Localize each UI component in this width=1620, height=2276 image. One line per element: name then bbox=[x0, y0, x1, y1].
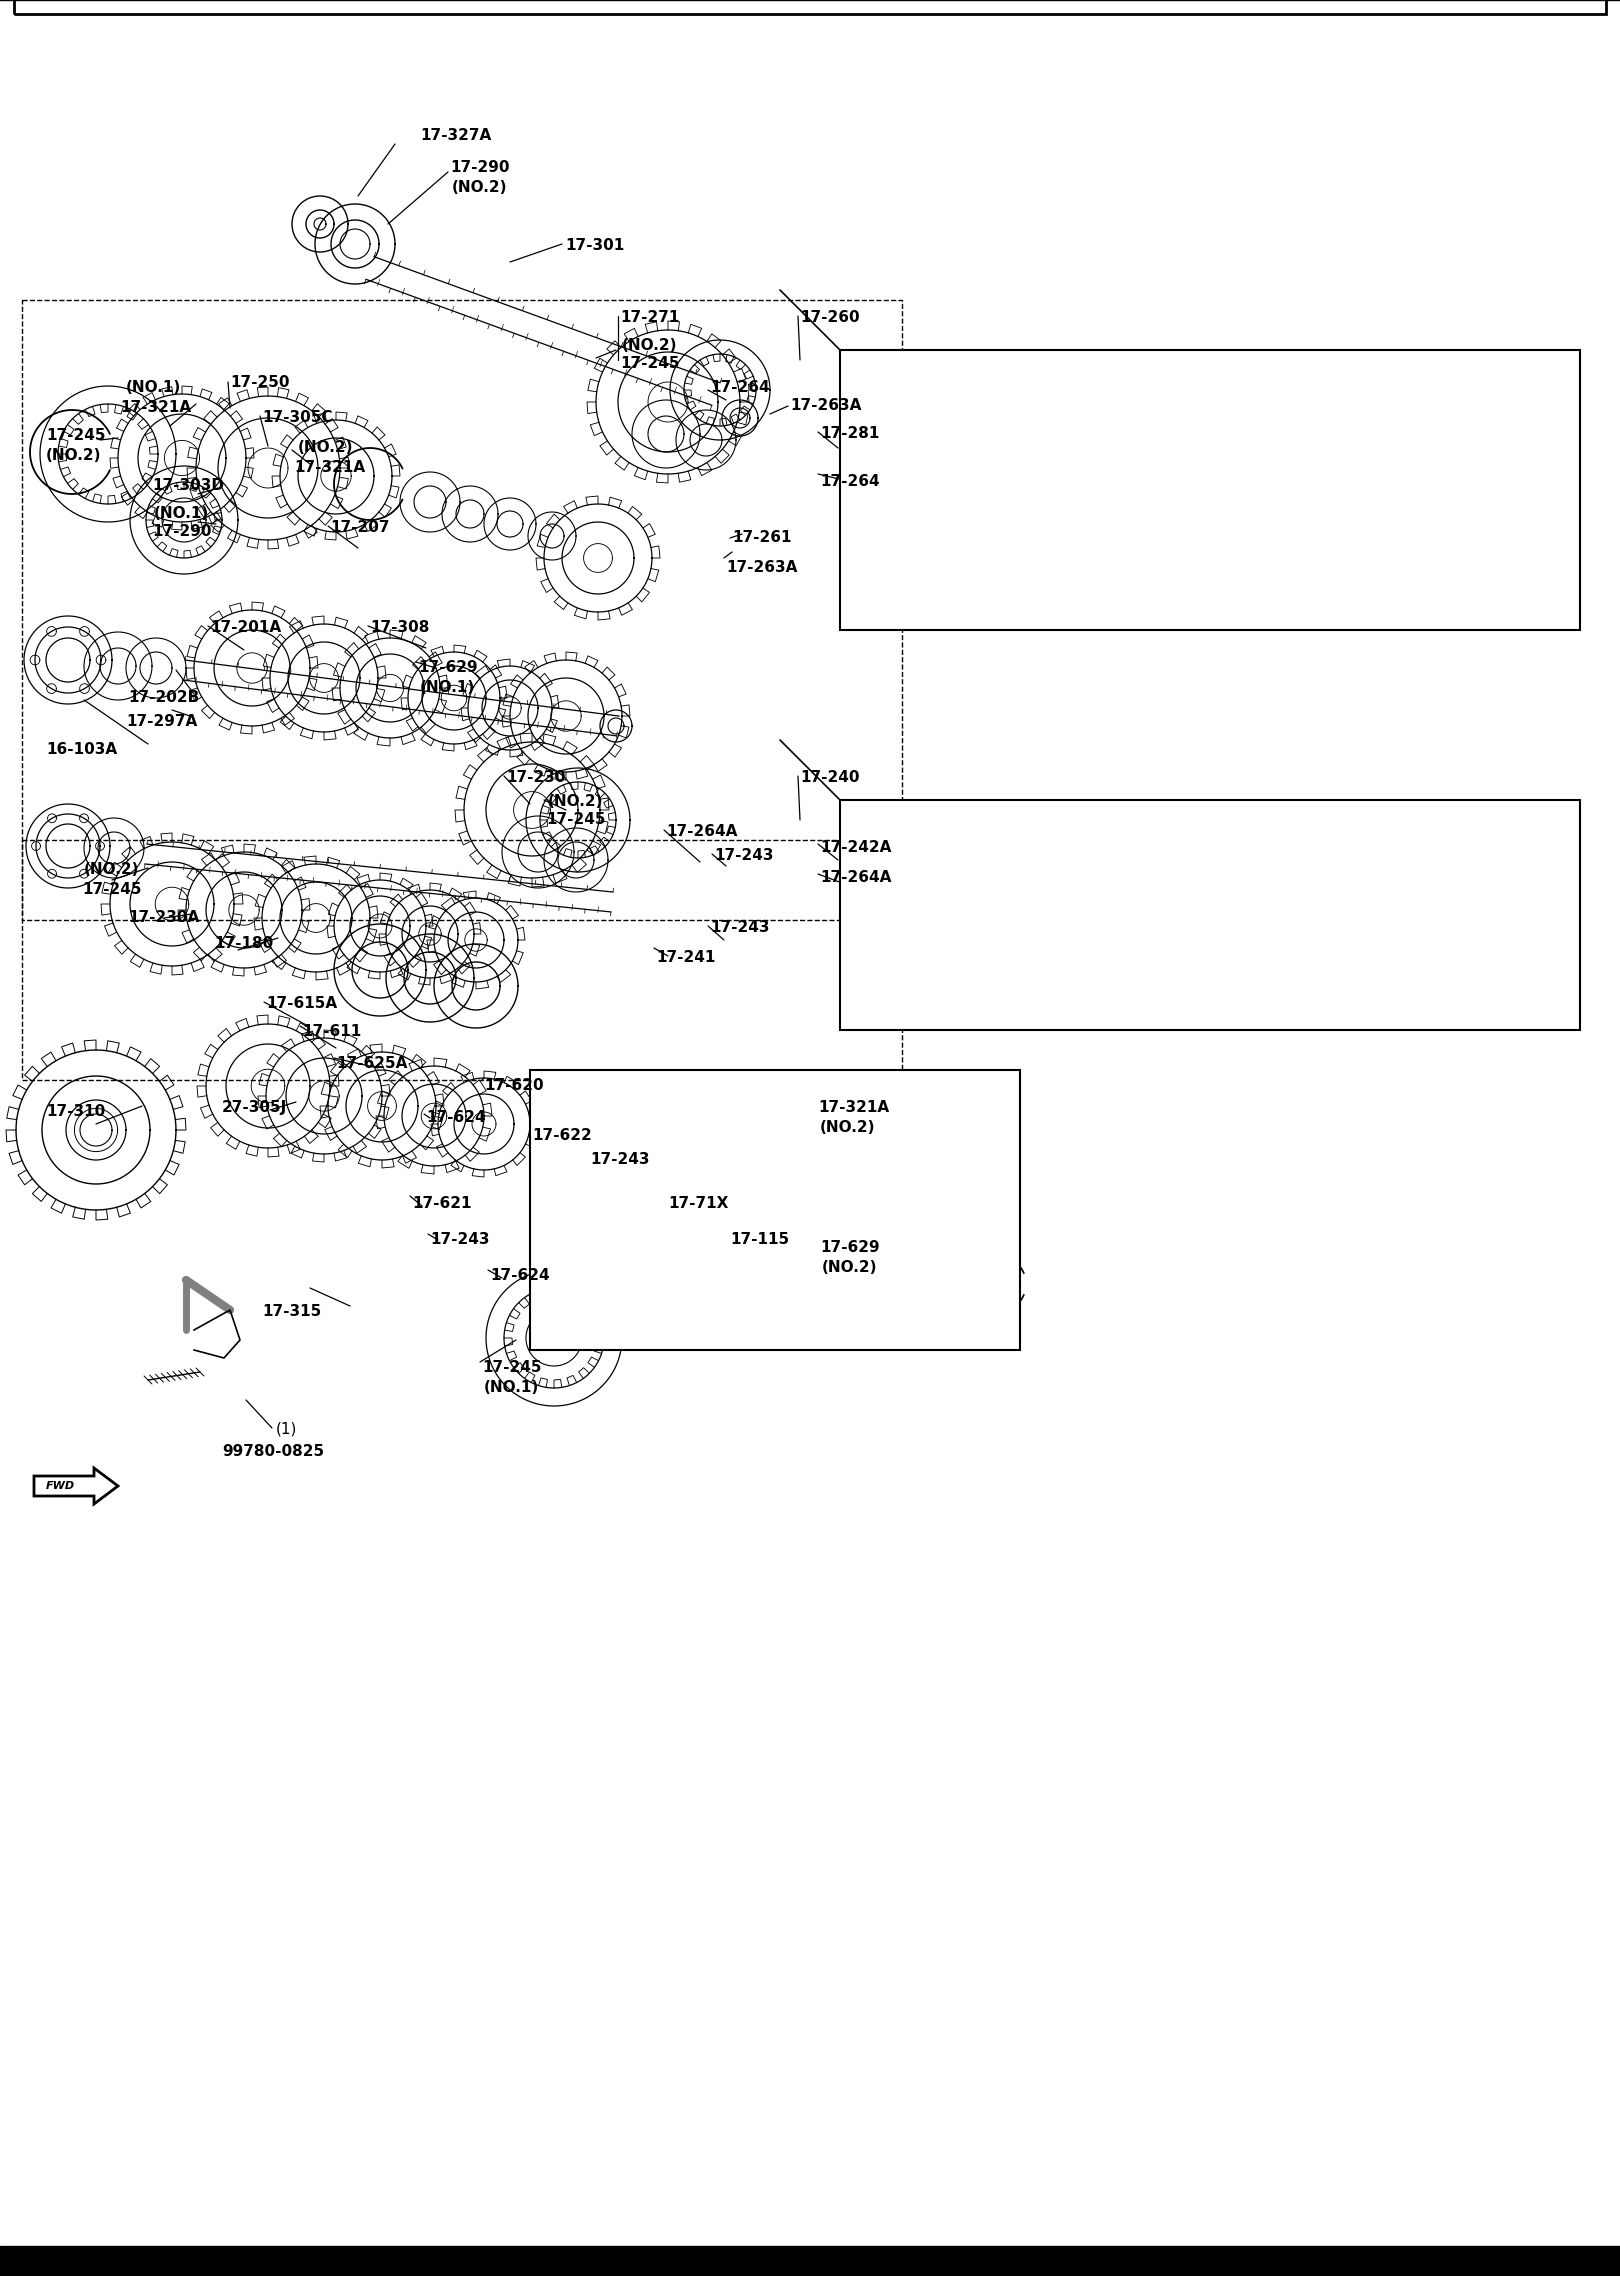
Text: 17-207: 17-207 bbox=[330, 519, 389, 535]
Text: 17-230: 17-230 bbox=[505, 769, 565, 785]
Text: 17-611: 17-611 bbox=[301, 1024, 361, 1040]
Text: 17-303D: 17-303D bbox=[152, 478, 224, 494]
Text: 17-245: 17-245 bbox=[45, 428, 105, 444]
Text: 17-242A: 17-242A bbox=[820, 840, 891, 856]
Text: 17-202B: 17-202B bbox=[128, 690, 199, 706]
Text: 17-245: 17-245 bbox=[620, 355, 679, 371]
Bar bbox=[841, 799, 1580, 1031]
Text: (1): (1) bbox=[275, 1422, 298, 1436]
Text: (NO.2): (NO.2) bbox=[622, 339, 677, 353]
Text: (NO.1): (NO.1) bbox=[154, 505, 209, 521]
Text: 17-622: 17-622 bbox=[531, 1129, 591, 1143]
Text: 17-629: 17-629 bbox=[418, 660, 478, 676]
Text: (NO.2): (NO.2) bbox=[821, 1261, 878, 1275]
Text: 17-243: 17-243 bbox=[710, 920, 769, 935]
Text: 17-621: 17-621 bbox=[411, 1195, 471, 1211]
Text: (NO.1): (NO.1) bbox=[420, 681, 475, 694]
Text: 17-180: 17-180 bbox=[214, 935, 274, 951]
Bar bbox=[841, 351, 1580, 630]
Text: 17-624: 17-624 bbox=[489, 1268, 549, 1284]
Text: 17-315: 17-315 bbox=[262, 1304, 321, 1320]
Text: (NO.2): (NO.2) bbox=[298, 439, 353, 455]
Text: (NO.2): (NO.2) bbox=[84, 863, 139, 876]
Text: 17-625A: 17-625A bbox=[335, 1056, 407, 1072]
Text: 17-263A: 17-263A bbox=[726, 560, 797, 576]
Text: 17-245: 17-245 bbox=[483, 1361, 541, 1375]
Text: 17-245: 17-245 bbox=[83, 883, 141, 897]
Text: (NO.2): (NO.2) bbox=[45, 448, 102, 462]
Text: 17-327A: 17-327A bbox=[420, 127, 491, 143]
Text: 17-71X: 17-71X bbox=[667, 1195, 729, 1211]
Text: (NO.2): (NO.2) bbox=[820, 1120, 875, 1136]
Text: 17-290: 17-290 bbox=[152, 523, 212, 539]
Text: 17-263A: 17-263A bbox=[791, 398, 862, 412]
Text: 17-281: 17-281 bbox=[820, 426, 880, 442]
Text: 17-624: 17-624 bbox=[426, 1111, 486, 1124]
Bar bbox=[530, 1070, 1021, 1350]
Polygon shape bbox=[34, 1468, 118, 1504]
Text: 17-321A: 17-321A bbox=[120, 401, 191, 414]
Text: 99780-0825: 99780-0825 bbox=[222, 1443, 324, 1459]
Text: 17-243: 17-243 bbox=[714, 849, 773, 863]
Text: (NO.2): (NO.2) bbox=[548, 794, 604, 808]
Text: FWD: FWD bbox=[45, 1482, 75, 1491]
Text: 17-245: 17-245 bbox=[546, 813, 606, 826]
Text: (NO.2): (NO.2) bbox=[452, 180, 507, 196]
Text: 17-230A: 17-230A bbox=[128, 910, 199, 924]
Text: 17-201A: 17-201A bbox=[211, 619, 282, 635]
Text: 17-321A: 17-321A bbox=[818, 1099, 889, 1115]
Text: 17-264A: 17-264A bbox=[820, 869, 891, 885]
Text: 17-290: 17-290 bbox=[450, 159, 510, 175]
Text: 17-264A: 17-264A bbox=[666, 824, 737, 840]
Text: 17-243: 17-243 bbox=[590, 1152, 650, 1168]
Text: 16-103A: 16-103A bbox=[45, 742, 117, 758]
Text: (NO.1): (NO.1) bbox=[126, 380, 181, 396]
Text: 17-310: 17-310 bbox=[45, 1104, 105, 1120]
Text: 17-264: 17-264 bbox=[820, 473, 880, 489]
Text: 17-321A: 17-321A bbox=[293, 460, 364, 476]
Text: 17-629: 17-629 bbox=[820, 1240, 880, 1254]
Text: 17-250: 17-250 bbox=[230, 376, 290, 389]
Text: 17-260: 17-260 bbox=[800, 310, 860, 325]
Text: 17-620: 17-620 bbox=[484, 1079, 544, 1092]
Text: 17-241: 17-241 bbox=[656, 949, 716, 965]
Text: (NO.1): (NO.1) bbox=[484, 1379, 539, 1395]
Text: 17-240: 17-240 bbox=[800, 769, 860, 785]
Text: 17-308: 17-308 bbox=[369, 619, 429, 635]
Bar bbox=[0, 2246, 1620, 2276]
Text: 17-261: 17-261 bbox=[732, 530, 792, 544]
Text: 27-305J: 27-305J bbox=[222, 1099, 287, 1115]
Text: 17-243: 17-243 bbox=[429, 1231, 489, 1247]
Text: 17-115: 17-115 bbox=[731, 1231, 789, 1247]
Text: 17-271: 17-271 bbox=[620, 310, 679, 325]
Text: 17-297A: 17-297A bbox=[126, 715, 198, 728]
Text: 17-264: 17-264 bbox=[710, 380, 769, 396]
Text: 17-305C: 17-305C bbox=[262, 410, 332, 426]
Text: 17-615A: 17-615A bbox=[266, 997, 337, 1011]
Text: 17-301: 17-301 bbox=[565, 239, 624, 253]
